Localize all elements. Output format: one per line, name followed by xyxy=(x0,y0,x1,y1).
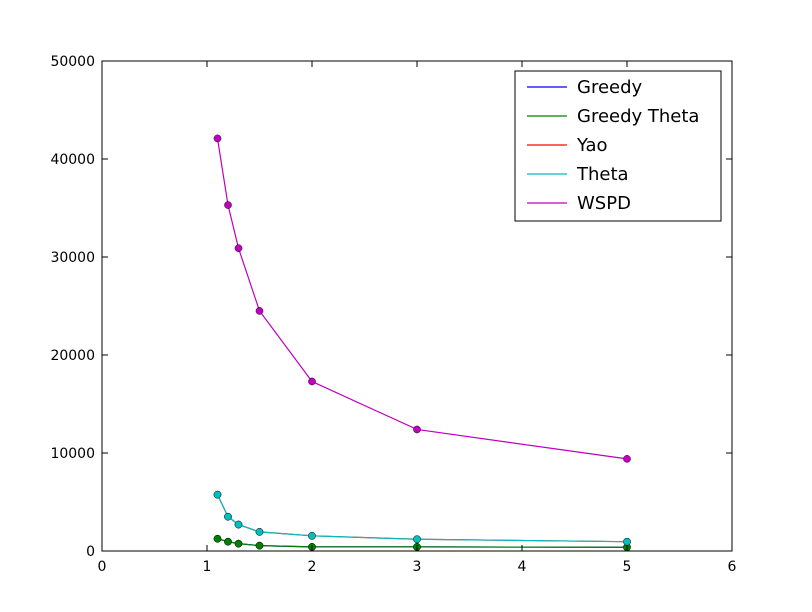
ticks-layer: 0 1 2 3 4 5 6 0 10000 20000 30000 40000 50000 xyxy=(50,54,736,575)
x-tick-label: 4 xyxy=(518,559,527,575)
data-point-theta xyxy=(413,535,421,544)
y-tick-label: 20000 xyxy=(50,348,95,364)
data-point-wspd xyxy=(413,425,421,434)
data-point-wspd xyxy=(255,307,264,315)
x-tick-label: 3 xyxy=(413,559,422,575)
y-tick-label: 10000 xyxy=(50,446,95,462)
x-tick-label: 5 xyxy=(623,559,632,575)
y-tick-label: 50000 xyxy=(50,54,95,70)
data-point-wspd xyxy=(224,201,232,209)
data-point-theta xyxy=(255,528,264,536)
legend-label-yao: Yao xyxy=(576,135,608,156)
legend-label-greedy: Greedy xyxy=(577,77,643,98)
data-point-wspd xyxy=(623,455,631,463)
data-point-wspd xyxy=(234,244,243,252)
data-point-theta xyxy=(213,490,222,499)
data-point-theta xyxy=(224,512,232,521)
x-tick-label: 6 xyxy=(728,559,737,575)
y-tick-label: 30000 xyxy=(50,250,95,266)
series-wspd xyxy=(213,134,631,463)
data-point-greedy-theta xyxy=(224,537,232,546)
legend-label-wspd: WSPD xyxy=(577,193,631,214)
data-point-wspd xyxy=(213,134,222,143)
data-point-theta xyxy=(308,532,316,540)
data-point-wspd xyxy=(308,377,316,386)
y-tick-label: 0 xyxy=(86,544,95,560)
x-tick-label: 2 xyxy=(308,559,317,575)
series-theta xyxy=(213,490,631,546)
x-tick-label: 1 xyxy=(203,559,212,575)
legend-label-theta: Theta xyxy=(576,164,629,185)
legend-box xyxy=(514,70,722,222)
series-layer xyxy=(213,134,631,552)
legend: Greedy Greedy Theta Yao Theta WSPD xyxy=(514,70,722,222)
y-tick-label: 40000 xyxy=(50,152,95,168)
data-point-theta xyxy=(623,537,631,546)
data-point-greedy-theta xyxy=(255,541,264,550)
x-tick-label: 0 xyxy=(98,559,107,575)
data-point-greedy-theta xyxy=(213,534,222,543)
data-point-greedy-theta xyxy=(234,539,243,548)
legend-label-greedy-theta: Greedy Theta xyxy=(577,106,699,127)
data-point-theta xyxy=(234,520,243,529)
